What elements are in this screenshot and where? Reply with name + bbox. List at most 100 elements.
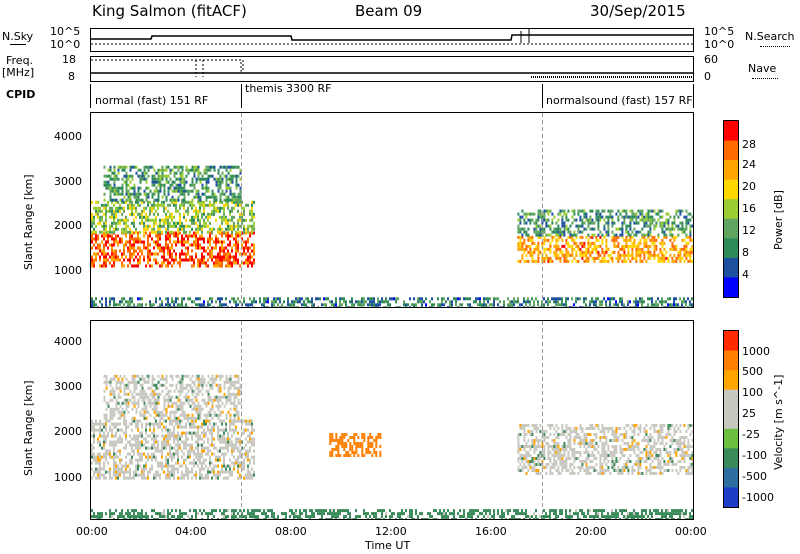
heatmap-cell	[175, 407, 178, 411]
heatmap-cell	[329, 442, 332, 445]
heatmap-cell	[113, 458, 115, 462]
heatmap-cell	[669, 247, 672, 251]
heatmap-cell	[193, 383, 196, 387]
heatmap-cell	[103, 246, 105, 250]
heatmap-cell	[551, 297, 553, 301]
heatmap-cell	[243, 458, 245, 462]
heatmap-cell	[153, 227, 155, 231]
heatmap-cell	[219, 198, 222, 202]
heatmap-cell	[643, 244, 646, 248]
heatmap-cell	[91, 449, 93, 453]
heatmap-cell	[91, 303, 93, 307]
heatmap-cell	[141, 377, 144, 381]
heatmap-cell	[229, 243, 231, 247]
heatmap-cell	[595, 247, 598, 251]
heatmap-cell	[187, 297, 189, 301]
heatmap-cell	[537, 469, 540, 472]
heatmap-cell	[651, 241, 654, 245]
heatmap-cell	[171, 230, 173, 234]
noise-panel	[90, 28, 694, 52]
heatmap-cell	[121, 377, 124, 381]
heatmap-cell	[631, 253, 634, 257]
heatmap-cell	[175, 374, 178, 378]
heatmap-cell	[509, 303, 511, 307]
heatmap-cell	[203, 240, 205, 244]
heatmap-cell	[201, 422, 203, 426]
heatmap-cell	[645, 212, 648, 216]
heatmap-cell	[245, 473, 247, 477]
heatmap-cell	[229, 227, 231, 231]
heatmap-cell	[97, 437, 99, 441]
heatmap-cell	[141, 218, 143, 222]
heatmap-cell	[209, 243, 211, 247]
heatmap-cell	[107, 237, 109, 241]
heatmap-cell	[125, 200, 127, 204]
heatmap-cell	[197, 401, 200, 405]
heatmap-cell	[229, 425, 231, 429]
heatmap-cell	[681, 256, 684, 260]
heatmap-cell	[449, 306, 451, 310]
heatmap-cell	[205, 224, 207, 228]
heatmap-cell	[113, 183, 116, 187]
heatmap-cell	[191, 218, 193, 222]
heatmap-cell	[125, 234, 127, 238]
heatmap-cell	[151, 218, 153, 222]
heatmap-cell	[119, 380, 122, 384]
heatmap-cell	[199, 221, 201, 225]
heatmap-cell	[655, 238, 658, 242]
heatmap-cell	[183, 252, 185, 256]
heatmap-cell	[187, 449, 189, 453]
heatmap-cell	[577, 244, 580, 248]
heatmap-cell	[167, 258, 169, 262]
heatmap-cell	[233, 300, 235, 304]
heatmap-cell	[211, 440, 213, 444]
heatmap-cell	[131, 174, 134, 178]
heatmap-cell	[157, 422, 159, 426]
heatmap-cell	[161, 255, 163, 259]
heatmap-cell	[639, 253, 642, 257]
heatmap-cell	[611, 235, 614, 239]
heatmap-cell	[331, 454, 334, 457]
heatmap-cell	[325, 303, 327, 307]
heatmap-cell	[235, 240, 237, 244]
heatmap-cell	[183, 473, 185, 477]
heatmap-cell	[231, 264, 233, 268]
heatmap-cell	[607, 227, 610, 231]
heatmap-cell	[635, 244, 638, 248]
heatmap-cell	[217, 177, 220, 181]
heatmap-cell	[227, 186, 230, 190]
heatmap-cell	[155, 234, 157, 238]
heatmap-cell	[213, 395, 216, 399]
heatmap-cell	[371, 297, 373, 301]
heatmap-cell	[103, 212, 105, 216]
heatmap-cell	[179, 206, 181, 210]
heatmap-cell	[231, 215, 233, 219]
heatmap-cell	[597, 215, 600, 219]
heatmap-cell	[105, 234, 107, 238]
heatmap-cell	[149, 306, 151, 310]
heatmap-cell	[117, 303, 119, 307]
heatmap-cell	[605, 300, 607, 304]
heatmap-cell	[147, 192, 150, 196]
heatmap-cell	[191, 300, 193, 304]
heatmap-cell	[209, 174, 212, 178]
heatmap-cell	[663, 259, 666, 263]
heatmap-cell	[157, 464, 159, 468]
heatmap-cell	[223, 404, 226, 408]
heatmap-cell	[163, 383, 166, 387]
heatmap-cell	[611, 215, 614, 219]
heatmap-cell	[105, 437, 107, 441]
heatmap-cell	[111, 249, 113, 253]
heatmap-cell	[93, 434, 95, 438]
heatmap-cell	[207, 437, 209, 441]
heatmap-cell	[551, 439, 554, 442]
heatmap-cell	[575, 233, 578, 237]
colorbar-swatch	[724, 140, 738, 161]
heatmap-cell	[143, 209, 145, 213]
heatmap-cell	[165, 473, 167, 477]
heatmap-cell	[509, 300, 511, 304]
heatmap-cell	[195, 440, 197, 444]
heatmap-cell	[233, 215, 235, 219]
heatmap-cell	[215, 258, 217, 262]
heatmap-cell	[97, 306, 99, 310]
